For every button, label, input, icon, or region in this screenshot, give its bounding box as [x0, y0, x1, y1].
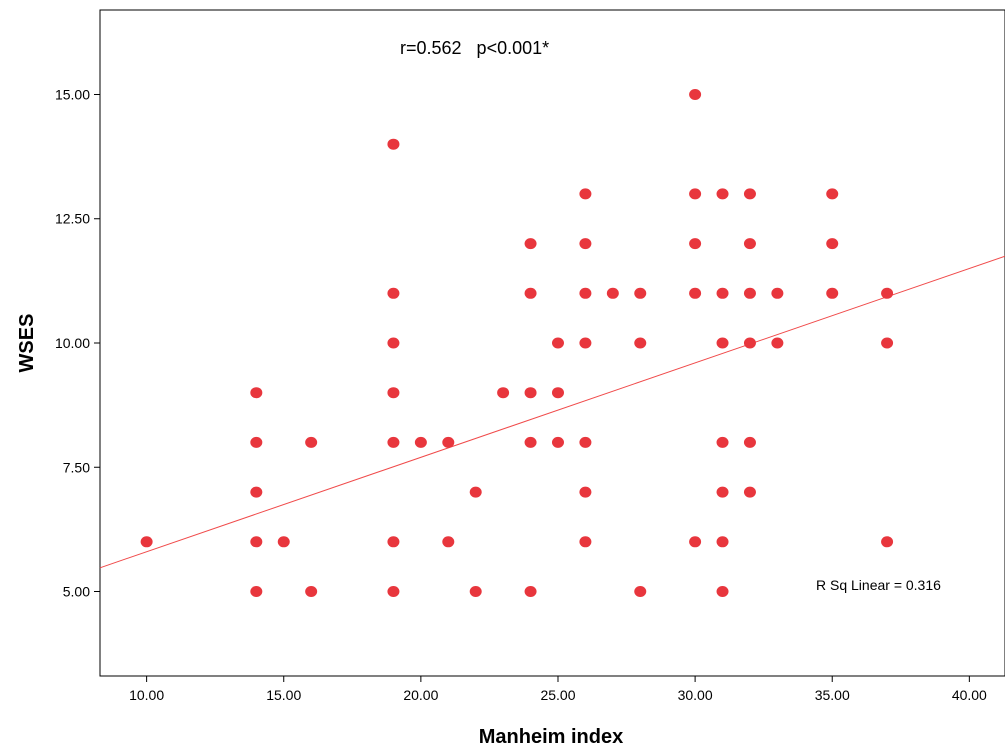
data-point	[387, 436, 400, 448]
x-tick-label: 35.00	[815, 687, 850, 703]
data-point	[716, 188, 729, 200]
data-point	[305, 586, 318, 598]
data-point	[634, 337, 647, 349]
data-point	[387, 536, 400, 548]
y-tick-label: 7.50	[63, 459, 90, 475]
data-point	[524, 586, 537, 598]
y-tick-label: 5.00	[63, 584, 90, 600]
data-point	[771, 337, 784, 349]
data-point	[250, 536, 263, 548]
data-point	[524, 287, 537, 299]
data-point	[716, 287, 729, 299]
data-point	[826, 238, 839, 250]
data-point	[524, 238, 537, 250]
y-axis: 5.00 7.50 10.00 12.50 15.00	[55, 86, 100, 600]
data-point	[497, 387, 510, 399]
data-point	[579, 188, 592, 200]
data-point	[634, 287, 647, 299]
y-tick-label: 12.50	[55, 211, 90, 227]
data-point	[743, 287, 756, 299]
data-point	[442, 436, 455, 448]
data-point	[743, 486, 756, 498]
data-point	[387, 337, 400, 349]
x-tick-label: 20.00	[403, 687, 438, 703]
data-point	[387, 586, 400, 598]
x-axis-title: Manheim index	[479, 726, 623, 748]
y-tick-label: 10.00	[55, 335, 90, 351]
data-point	[579, 287, 592, 299]
data-point	[689, 88, 702, 100]
data-point	[277, 536, 290, 548]
data-point	[881, 337, 894, 349]
data-point	[387, 287, 400, 299]
data-point	[743, 188, 756, 200]
data-point	[743, 238, 756, 250]
data-point	[716, 586, 729, 598]
y-axis-title: WSES	[16, 314, 38, 373]
data-point	[826, 188, 839, 200]
r-squared-annotation: R Sq Linear = 0.316	[816, 577, 941, 593]
regression-line	[99, 255, 1005, 569]
data-point	[579, 238, 592, 250]
x-tick-label: 15.00	[266, 687, 301, 703]
data-point	[469, 486, 482, 498]
data-point	[579, 536, 592, 548]
data-point	[524, 436, 537, 448]
data-point	[250, 486, 263, 498]
data-point	[551, 387, 564, 399]
data-point	[387, 138, 400, 150]
data-point	[414, 436, 427, 448]
data-point	[743, 436, 756, 448]
correlation-annotation: r=0.562 p<0.001*	[400, 38, 549, 58]
x-axis: 10.00 15.00 20.00 25.00 30.00 35.00 40.00	[129, 676, 987, 703]
data-point	[826, 287, 839, 299]
data-point	[250, 387, 263, 399]
data-point	[250, 436, 263, 448]
x-tick-label: 10.00	[129, 687, 164, 703]
data-point	[716, 337, 729, 349]
data-point	[716, 436, 729, 448]
data-point	[743, 337, 756, 349]
data-point	[140, 536, 153, 548]
data-point	[551, 436, 564, 448]
data-point	[387, 387, 400, 399]
data-point	[250, 586, 263, 598]
data-point	[689, 188, 702, 200]
data-point	[771, 287, 784, 299]
data-point	[469, 586, 482, 598]
data-point	[689, 536, 702, 548]
x-tick-label: 25.00	[540, 687, 575, 703]
data-point	[305, 436, 318, 448]
data-point	[579, 436, 592, 448]
data-point	[716, 486, 729, 498]
x-tick-label: 30.00	[678, 687, 713, 703]
data-point	[442, 536, 455, 548]
x-tick-label: 40.00	[952, 687, 987, 703]
data-point	[716, 536, 729, 548]
data-point	[606, 287, 619, 299]
data-point	[579, 337, 592, 349]
data-point	[634, 586, 647, 598]
data-point	[881, 287, 894, 299]
data-point	[579, 486, 592, 498]
data-point	[881, 536, 894, 548]
y-tick-label: 15.00	[55, 86, 90, 102]
data-point	[551, 337, 564, 349]
data-point	[689, 287, 702, 299]
data-point	[524, 387, 537, 399]
data-point	[689, 238, 702, 250]
